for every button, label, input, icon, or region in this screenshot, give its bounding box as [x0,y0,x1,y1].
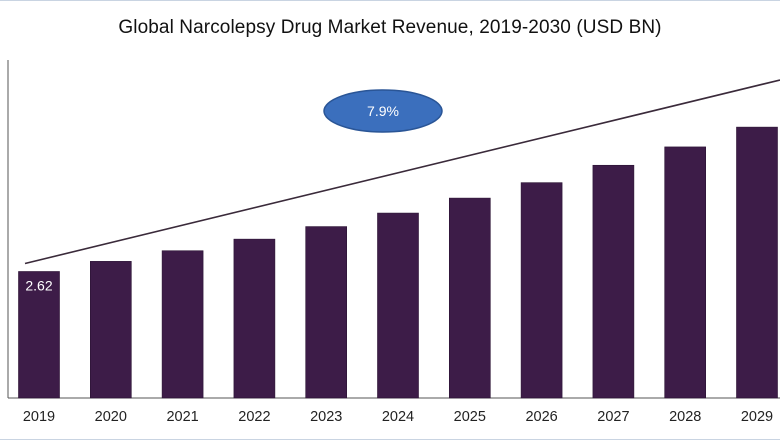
x-tick-label: 2027 [597,409,629,425]
bar-2019 [18,271,60,399]
data-label: 2.62 [25,277,52,293]
bar-2020 [90,261,132,399]
cagr-bubble [323,89,443,133]
x-tick-label: 2024 [382,409,414,425]
bar-2022 [233,238,276,399]
bar-2021 [161,250,204,399]
x-tick-label: 2022 [238,409,270,425]
x-tick-label: 2019 [23,409,55,425]
bar-2026 [520,182,563,399]
x-tick-label: 2021 [166,409,198,425]
bar-2027 [592,164,635,399]
bar-2028 [664,146,707,399]
bar-2029 [736,126,778,399]
x-tick-label: 2020 [95,409,127,425]
x-tick-label: 2029 [741,409,773,425]
bar-2024 [377,212,419,399]
x-tick-label: 2023 [310,409,342,425]
bar-2025 [448,197,491,399]
x-tick-label: 2028 [669,409,701,425]
x-tick-label: 2026 [525,409,557,425]
trend-line [24,79,780,265]
cagr-label: 7.9% [367,103,399,119]
chart-title: Global Narcolepsy Drug Market Revenue, 2… [118,17,662,38]
x-tick-label: 2025 [454,409,486,425]
bar-2023 [305,226,348,399]
